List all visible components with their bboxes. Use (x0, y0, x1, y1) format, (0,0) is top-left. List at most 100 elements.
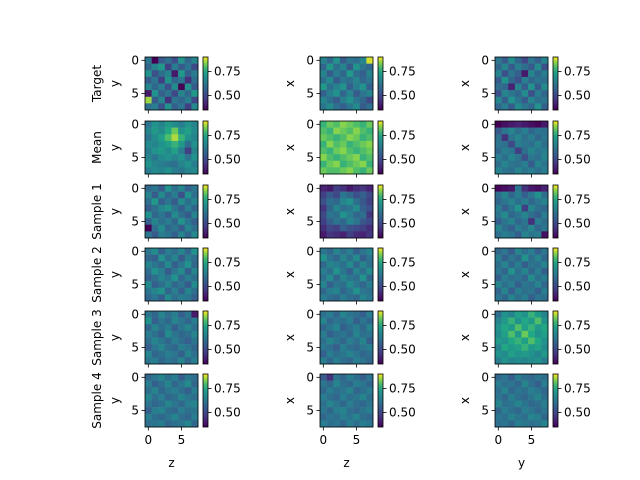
heatmap-cell (320, 160, 327, 168)
heatmap-cell (145, 160, 152, 168)
heatmap-cell (501, 160, 509, 168)
heatmap-cell (495, 198, 502, 206)
heatmap-cell (151, 90, 159, 98)
heatmap-cell (508, 393, 516, 401)
heatmap-cell (508, 90, 516, 98)
heatmap-cell (320, 96, 327, 104)
heatmap-cell (366, 337, 374, 345)
heatmap-cell (151, 103, 159, 111)
heatmap-cell (346, 387, 354, 395)
heatmap-cell (326, 350, 334, 358)
colorbar (552, 373, 559, 428)
heatmap-cell (164, 90, 172, 98)
heatmap-cell (171, 218, 179, 226)
heatmap-cell (158, 70, 166, 78)
heatmap-cell (164, 287, 172, 295)
heatmap-cell (191, 337, 199, 345)
heatmap-cell (541, 337, 549, 345)
panel-frame (494, 56, 549, 111)
heatmap-cell (359, 254, 367, 262)
heatmap-cell (164, 350, 172, 358)
heatmap-cell (320, 324, 327, 332)
heatmap-cell (534, 204, 542, 212)
heatmap-cell (158, 248, 166, 255)
heatmap-cell (353, 191, 361, 199)
heatmap-cell (521, 134, 529, 142)
heatmap-cell (359, 160, 367, 168)
heatmap-cell (366, 324, 374, 332)
heatmap-cell (158, 57, 166, 64)
heatmap-cell (495, 63, 502, 71)
heatmap-cell (326, 204, 334, 212)
y-axis-label: x (458, 208, 472, 215)
y-tick-label: 5 (306, 150, 314, 164)
x-tick-label: 0 (144, 433, 152, 447)
heatmap-cell (495, 121, 502, 128)
heatmap-cell (151, 167, 159, 175)
heatmap-cell (514, 407, 522, 415)
heatmap-cell (501, 154, 509, 162)
y-tick-label: 5 (131, 86, 139, 100)
heatmap-cell (534, 350, 542, 358)
heatmap-cell (501, 191, 509, 199)
heatmap-cell (171, 191, 179, 199)
heatmap-cell (353, 96, 361, 104)
heatmap-cell (339, 96, 347, 104)
heatmap-cell (366, 167, 374, 175)
heatmap-cell (191, 254, 199, 262)
heatmap-cell (514, 287, 522, 295)
heatmap-cell (326, 374, 334, 381)
heatmap-cell (495, 231, 502, 239)
heatmap-cell (353, 261, 361, 269)
heatmap-cell (333, 287, 341, 295)
heatmap-cell (320, 248, 327, 255)
heatmap-cell (191, 413, 199, 421)
heatmap-cell (353, 248, 361, 255)
heatmap-cell (339, 218, 347, 226)
heatmap-cell (353, 311, 361, 318)
heatmap-cell (521, 198, 529, 206)
heatmap-cell (145, 96, 152, 104)
heatmap-cell (145, 407, 152, 415)
heatmap-cell (501, 311, 509, 318)
y-tick-label: 0 (306, 307, 314, 321)
heatmap-cell (191, 154, 199, 162)
heatmap-cell (326, 287, 334, 295)
heatmap-cell (158, 267, 166, 275)
heatmap-cell (171, 103, 179, 111)
heatmap-cell (346, 317, 354, 325)
heatmap-cell (171, 147, 179, 155)
heatmap-cell (353, 147, 361, 155)
heatmap-cell (521, 103, 529, 111)
heatmap-cell (541, 400, 549, 408)
heatmap-cell (326, 324, 334, 332)
heatmap-cell (320, 191, 327, 199)
heatmap-cell (541, 261, 549, 269)
y-tick-label: 5 (306, 340, 314, 354)
heatmap-cell (333, 147, 341, 155)
heatmap-cell (528, 420, 536, 428)
heatmap-cell (164, 57, 172, 64)
heatmap-cell (164, 294, 172, 302)
heatmap-cell (178, 63, 186, 71)
heatmap-cell (320, 374, 327, 381)
heatmap-cell (514, 357, 522, 365)
heatmap-cell (534, 311, 542, 318)
heatmap-cell (514, 393, 522, 401)
heatmap-cell (320, 70, 327, 78)
heatmap-cell (145, 420, 152, 428)
heatmap-cell (320, 154, 327, 162)
heatmap-cell (346, 103, 354, 111)
heatmap-cell (326, 154, 334, 162)
heatmap-cell (495, 76, 502, 84)
heatmap-cell (184, 167, 192, 175)
heatmap-cell (495, 330, 502, 338)
heatmap-cell (528, 160, 536, 168)
heatmap-cell (514, 324, 522, 332)
heatmap-cell (359, 134, 367, 142)
heatmap-cell (534, 191, 542, 199)
y-tick-label: 5 (481, 150, 489, 164)
heatmap-cell (514, 185, 522, 192)
heatmap-cell (366, 70, 374, 78)
heatmap-cell (501, 211, 509, 219)
